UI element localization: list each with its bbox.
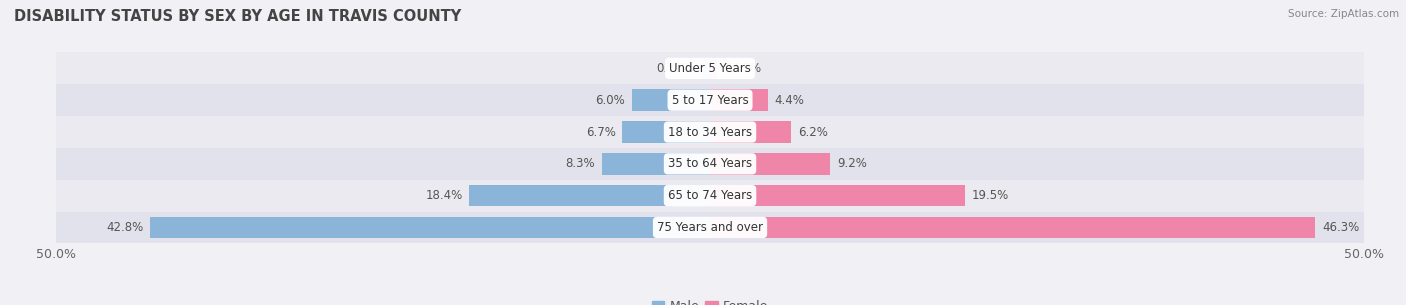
Bar	[56, 212, 1364, 243]
Text: 18.4%: 18.4%	[426, 189, 463, 202]
Bar	[710, 185, 965, 206]
Bar	[631, 89, 710, 111]
Text: 0.57%: 0.57%	[724, 62, 761, 75]
Bar	[56, 52, 1364, 84]
Bar	[710, 58, 717, 79]
Text: 6.7%: 6.7%	[586, 126, 616, 138]
Text: 6.0%: 6.0%	[595, 94, 626, 107]
Bar	[56, 84, 1364, 116]
Bar	[602, 153, 710, 175]
Text: 18 to 34 Years: 18 to 34 Years	[668, 126, 752, 138]
Bar	[710, 153, 831, 175]
Text: Under 5 Years: Under 5 Years	[669, 62, 751, 75]
Bar	[56, 180, 1364, 212]
Bar	[150, 217, 710, 238]
Bar	[623, 121, 710, 143]
Text: 4.4%: 4.4%	[775, 94, 804, 107]
Text: 8.3%: 8.3%	[565, 157, 595, 170]
Text: 42.8%: 42.8%	[107, 221, 143, 234]
Text: 5 to 17 Years: 5 to 17 Years	[672, 94, 748, 107]
Text: 6.2%: 6.2%	[797, 126, 828, 138]
Text: DISABILITY STATUS BY SEX BY AGE IN TRAVIS COUNTY: DISABILITY STATUS BY SEX BY AGE IN TRAVI…	[14, 9, 461, 24]
Text: 19.5%: 19.5%	[972, 189, 1008, 202]
Text: 35 to 64 Years: 35 to 64 Years	[668, 157, 752, 170]
Bar	[700, 58, 710, 79]
Bar	[56, 116, 1364, 148]
Text: 9.2%: 9.2%	[837, 157, 866, 170]
Bar	[710, 121, 792, 143]
Legend: Male, Female: Male, Female	[647, 296, 773, 305]
Bar	[710, 89, 768, 111]
Text: 65 to 74 Years: 65 to 74 Years	[668, 189, 752, 202]
Bar	[710, 217, 1316, 238]
Text: Source: ZipAtlas.com: Source: ZipAtlas.com	[1288, 9, 1399, 19]
Text: 0.79%: 0.79%	[657, 62, 693, 75]
Text: 75 Years and over: 75 Years and over	[657, 221, 763, 234]
Text: 46.3%: 46.3%	[1322, 221, 1360, 234]
Bar	[56, 148, 1364, 180]
Bar	[470, 185, 710, 206]
